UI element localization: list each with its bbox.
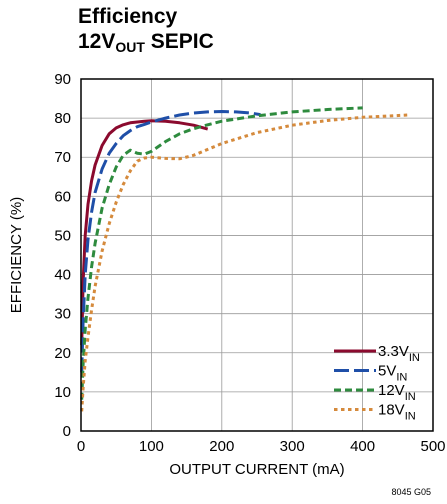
x-tick-label: 500: [420, 438, 445, 455]
plot-frame: [80, 78, 434, 432]
x-tick-label: 100: [139, 438, 164, 455]
series-line: [80, 106, 363, 400]
y-tick-label: 20: [54, 345, 71, 362]
title-line-2-rest: SEPIC: [144, 30, 214, 53]
y-tick-label: 70: [54, 149, 71, 166]
x-tick-label: 200: [209, 438, 234, 455]
title-line-2-sub: OUT: [115, 39, 145, 55]
legend-label: 3.3VIN: [378, 343, 420, 364]
series-group: [80, 106, 409, 412]
y-axis-label: EFFICIENCY (%): [8, 197, 25, 313]
x-tick-label: 300: [280, 438, 305, 455]
chart-title: Efficiency 12VOUT SEPIC: [78, 4, 214, 60]
series-line: [80, 119, 209, 346]
y-tick-labels: 0 10 20 30 40 50 60 70 80 90: [54, 71, 71, 440]
y-tick-label: 90: [54, 71, 71, 88]
legend-label: 18VIN: [378, 402, 416, 423]
y-tick-label: 40: [54, 267, 71, 284]
y-tick-label: 30: [54, 306, 71, 323]
title-line-2-main: 12V: [78, 30, 116, 53]
y-tick-label: 60: [54, 188, 71, 205]
title-line-2: 12VOUT SEPIC: [78, 29, 214, 60]
x-tick-label: 0: [77, 438, 85, 455]
title-line-1: Efficiency: [78, 5, 178, 28]
y-tick-label: 50: [54, 227, 71, 244]
series-line: [80, 110, 261, 373]
series-line: [80, 113, 409, 412]
x-tick-label: 400: [350, 438, 375, 455]
y-tick-label: 0: [63, 423, 71, 440]
x-axis-label: OUTPUT CURRENT (mA): [169, 461, 344, 478]
legend-label: 12VIN: [378, 382, 416, 403]
legend-label: 5VIN: [378, 363, 407, 384]
y-tick-label: 10: [54, 384, 71, 401]
y-tick-label: 80: [54, 110, 71, 127]
x-tick-labels: 0 100 200 300 400 500: [77, 438, 446, 455]
figure-id: 8045 G05: [391, 487, 431, 497]
